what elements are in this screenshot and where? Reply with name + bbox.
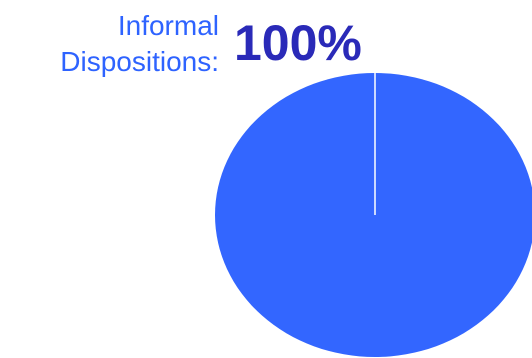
pie-slice-informal-dispositions [215, 73, 532, 357]
metric-label-line1: Informal [117, 10, 219, 41]
metric-value: 100% [234, 15, 362, 71]
metric-label-line2: Dispositions: [60, 46, 219, 77]
metric-label: Informal Dispositions: [0, 8, 219, 80]
